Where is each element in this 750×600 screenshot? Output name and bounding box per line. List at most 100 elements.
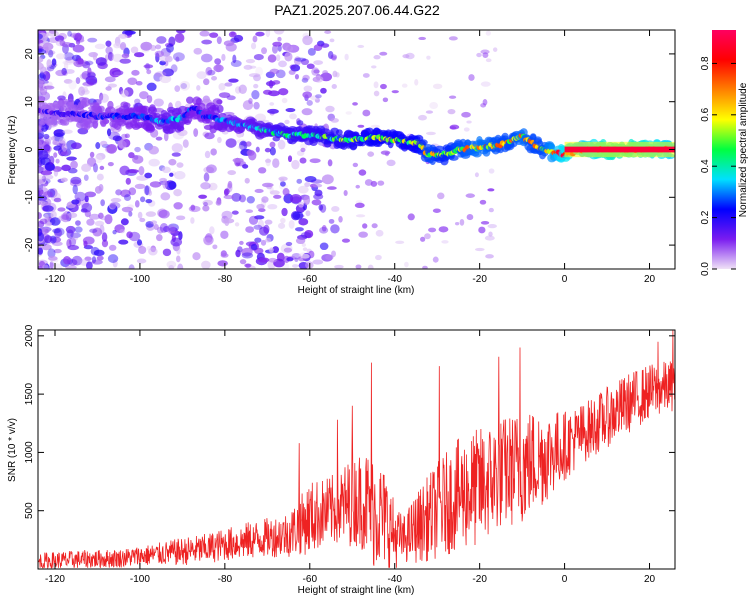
spectrogram-cell [304, 176, 317, 183]
spectrogram-cell [209, 32, 219, 38]
spectrogram-cell [83, 240, 88, 247]
spectrogram-cell [105, 106, 116, 113]
spectrogram-cell [86, 157, 97, 167]
spectrogram-cell [341, 238, 350, 243]
spectrogram-cell [296, 120, 304, 126]
spectrogram-cell [267, 108, 279, 114]
spectrogram-cell [261, 47, 267, 55]
spectrogram-cell [218, 92, 231, 99]
spectrogram-cell [154, 71, 167, 77]
spectrogram-cell [162, 179, 168, 189]
snr-line [38, 330, 675, 569]
spectrogram-cell [84, 195, 89, 203]
colorbar-tick-label: 0.8 [700, 56, 711, 70]
spectrogram-cell [265, 237, 272, 243]
spectrogram-cell [253, 83, 259, 89]
spectrogram-cell [268, 79, 274, 89]
spectrogram-x-tick-label: -20 [472, 274, 487, 285]
spectrogram-cell [126, 231, 133, 239]
spectrogram-cell [110, 197, 122, 203]
spectrogram-cell [207, 69, 216, 76]
spectrogram-cell [55, 69, 67, 77]
spectrogram-cell [228, 78, 239, 83]
spectrogram-cell [302, 35, 313, 46]
spectrogram-cell [290, 64, 301, 72]
spectrogram-cell [233, 34, 244, 42]
spectrogram-cell [71, 199, 80, 205]
spectrogram-cell [120, 218, 129, 226]
snr-x-tick-label: -60 [303, 574, 318, 585]
spectrogram-cell [355, 264, 362, 269]
spectrogram-cell [254, 215, 265, 220]
spectrogram-cell [320, 43, 330, 48]
spectrogram-cell [42, 174, 54, 180]
spectrogram-cell [173, 202, 183, 210]
spectrogram-cell [272, 41, 283, 47]
spectrogram-cell [92, 227, 103, 237]
spectrogram-cell [62, 129, 73, 134]
spectrogram-cell [283, 247, 293, 253]
spectrogram-cell [331, 206, 340, 212]
spectrogram-cell [218, 83, 226, 91]
spectrogram-cell [228, 31, 237, 38]
spectrogram-cell [196, 71, 207, 79]
spectrogram-cell [375, 229, 384, 237]
spectrogram-cell [96, 173, 104, 181]
spectrogram-cell [54, 227, 62, 238]
spectrogram-cell [204, 150, 211, 159]
spectrogram-cell [203, 237, 213, 246]
spectrogram-cell [167, 223, 179, 232]
spectrogram-cell [171, 152, 181, 157]
spectrogram-cell [454, 221, 460, 226]
spectrogram-cell [170, 64, 178, 73]
spectrogram-cell [330, 224, 340, 234]
spectrogram-cell [482, 99, 488, 106]
spectrogram-cell [81, 202, 93, 213]
spectrogram-cell [86, 72, 96, 78]
spectrogram-cell [120, 189, 131, 198]
spectrogram-cell [301, 77, 309, 83]
spectrogram-cell [65, 225, 76, 234]
spectrogram-cell [465, 193, 476, 198]
spectrogram-cell [286, 256, 294, 262]
spectrogram-cell [435, 145, 445, 152]
spectrogram-cell [482, 52, 489, 59]
spectrogram-cell [161, 166, 171, 174]
colorbar-tick-label: 0.0 [700, 262, 711, 276]
spectrogram-cell [231, 210, 239, 215]
spectrogram-cell [168, 227, 178, 234]
spectrogram-cell [119, 42, 127, 51]
spectrogram-cell [325, 254, 334, 261]
spectrogram-cell [237, 144, 245, 150]
spectrogram-cell [311, 67, 320, 76]
spectrogram-cell [72, 232, 79, 241]
spectrogram-cell [224, 188, 230, 195]
spectrogram-cell [448, 36, 458, 41]
spectrogram-cell [65, 265, 77, 269]
spectrogram-cell [123, 87, 134, 97]
spectrogram-cell [327, 159, 333, 167]
spectrogram-cell [217, 260, 228, 267]
spectrogram-cell [97, 105, 105, 112]
spectrogram-cell [38, 183, 44, 191]
spectrogram-cell [291, 159, 300, 170]
spectrogram-cell [77, 100, 87, 109]
spectrogram-cell [145, 211, 157, 217]
spectrogram-cell [78, 86, 86, 96]
spectrogram-cell [47, 256, 58, 261]
spectrogram-cell [459, 218, 465, 226]
spectrogram-cell [375, 254, 382, 261]
spectrogram-cell [362, 223, 368, 229]
spectrogram-cell [302, 74, 310, 81]
spectrogram-cell [215, 200, 222, 206]
spectrogram-cell [61, 214, 70, 220]
spectrogram-cell [93, 249, 105, 257]
spectrogram-cell [264, 147, 271, 153]
spectrogram-cell [202, 205, 210, 212]
spectrogram-cell [205, 66, 213, 76]
spectrogram-cell [485, 30, 491, 36]
spectrogram-cell [488, 168, 495, 174]
spectrogram-cell [201, 53, 213, 63]
spectrogram-cell [289, 64, 296, 70]
colorbar-tick-label: 0.4 [700, 159, 711, 173]
